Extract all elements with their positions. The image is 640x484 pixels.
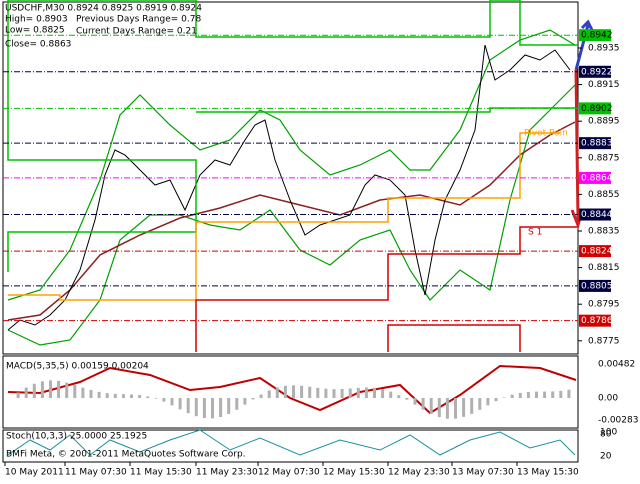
level-box — [579, 102, 611, 115]
stoch-tick: 100 — [600, 428, 617, 438]
macd-tick: -0.00283 — [598, 416, 638, 426]
level-label: 0.8864 — [581, 173, 613, 183]
header-text: High= 0.8903 — [5, 15, 68, 25]
price-label: 0.8895 — [588, 117, 620, 127]
macd-tick: 0.00 — [598, 394, 618, 404]
time-label: 12 May 07:30 — [258, 468, 320, 478]
level-label: 0.8902 — [581, 104, 613, 114]
level-box — [579, 65, 611, 78]
level-label: 0.8786 — [581, 316, 613, 326]
stoch-tick: 20 — [600, 452, 612, 462]
pivot-steps — [8, 132, 560, 301]
time-label: 12 May 15:30 — [323, 468, 385, 478]
price-label: 0.8815 — [588, 263, 620, 273]
price-label: 0.8935 — [588, 44, 620, 54]
macd-title: MACD(5,35,5) 0.00159 0.00204 — [6, 362, 149, 372]
level-label: 0.8805 — [581, 281, 613, 291]
level-label: 0.8844 — [581, 210, 613, 220]
header-text: Low= 0.8825 — [5, 26, 65, 36]
level-label: 0.8883 — [581, 139, 613, 149]
level-box — [579, 245, 611, 258]
price-label: 0.8915 — [588, 80, 620, 90]
header-text: Previous Days Range= 0.78 — [76, 15, 201, 25]
s2-step — [387, 324, 521, 352]
level-box — [579, 171, 611, 184]
pivot-label: Pivot Poin — [524, 129, 568, 139]
level-box — [579, 279, 611, 292]
s1-label: S 1 — [528, 228, 542, 238]
price-label: 0.8775 — [588, 336, 620, 346]
time-label: 11 May 07:30 — [65, 468, 127, 478]
moving-average — [7, 121, 576, 321]
price-series — [7, 44, 571, 331]
support-steps — [195, 226, 578, 352]
bb-upper — [7, 29, 576, 301]
stoch-title: Stoch(10,3,3) 25.0000 25.1925 — [6, 432, 147, 442]
time-label: 11 May 15:30 — [130, 468, 192, 478]
macd-panel — [2, 355, 579, 429]
price-label: 0.8855 — [588, 190, 620, 200]
bb-lower — [7, 84, 576, 346]
level-box — [579, 137, 611, 150]
price-label: 0.8875 — [588, 153, 620, 163]
time-label: 13 May 07:30 — [452, 468, 514, 478]
price-label: 0.8835 — [588, 227, 620, 237]
header-text: Close= 0.8863 — [5, 40, 71, 50]
level-label: 0.8824 — [581, 247, 613, 257]
level-label: 0.8922 — [581, 67, 613, 77]
level-label: 0.8942 — [581, 31, 613, 41]
time-label: 12 May 23:30 — [388, 468, 450, 478]
level-box — [579, 29, 611, 42]
stoch-panel — [2, 429, 579, 463]
indicators — [7, 0, 595, 456]
level-box — [579, 208, 611, 221]
time-label: 13 May 15:30 — [517, 468, 579, 478]
header-text: Current Days Range= 0.21 — [76, 27, 197, 37]
price-label: 0.8795 — [588, 300, 620, 310]
time-label: 10 May 2011 — [5, 468, 64, 478]
stoch-tick: 80 — [600, 430, 612, 440]
macd-signal — [7, 364, 577, 415]
header-text: USDCHF,M30 0.8924 0.8925 0.8919 0.8924 — [5, 4, 202, 14]
copyright: BMFi Meta, © 2001-2011 MetaQuotes Softwa… — [6, 450, 246, 460]
stoch-lines — [7, 429, 576, 456]
macd-tick: 0.00482 — [598, 360, 635, 370]
time-label: 11 May 23:30 — [196, 468, 258, 478]
level-box — [579, 314, 611, 327]
